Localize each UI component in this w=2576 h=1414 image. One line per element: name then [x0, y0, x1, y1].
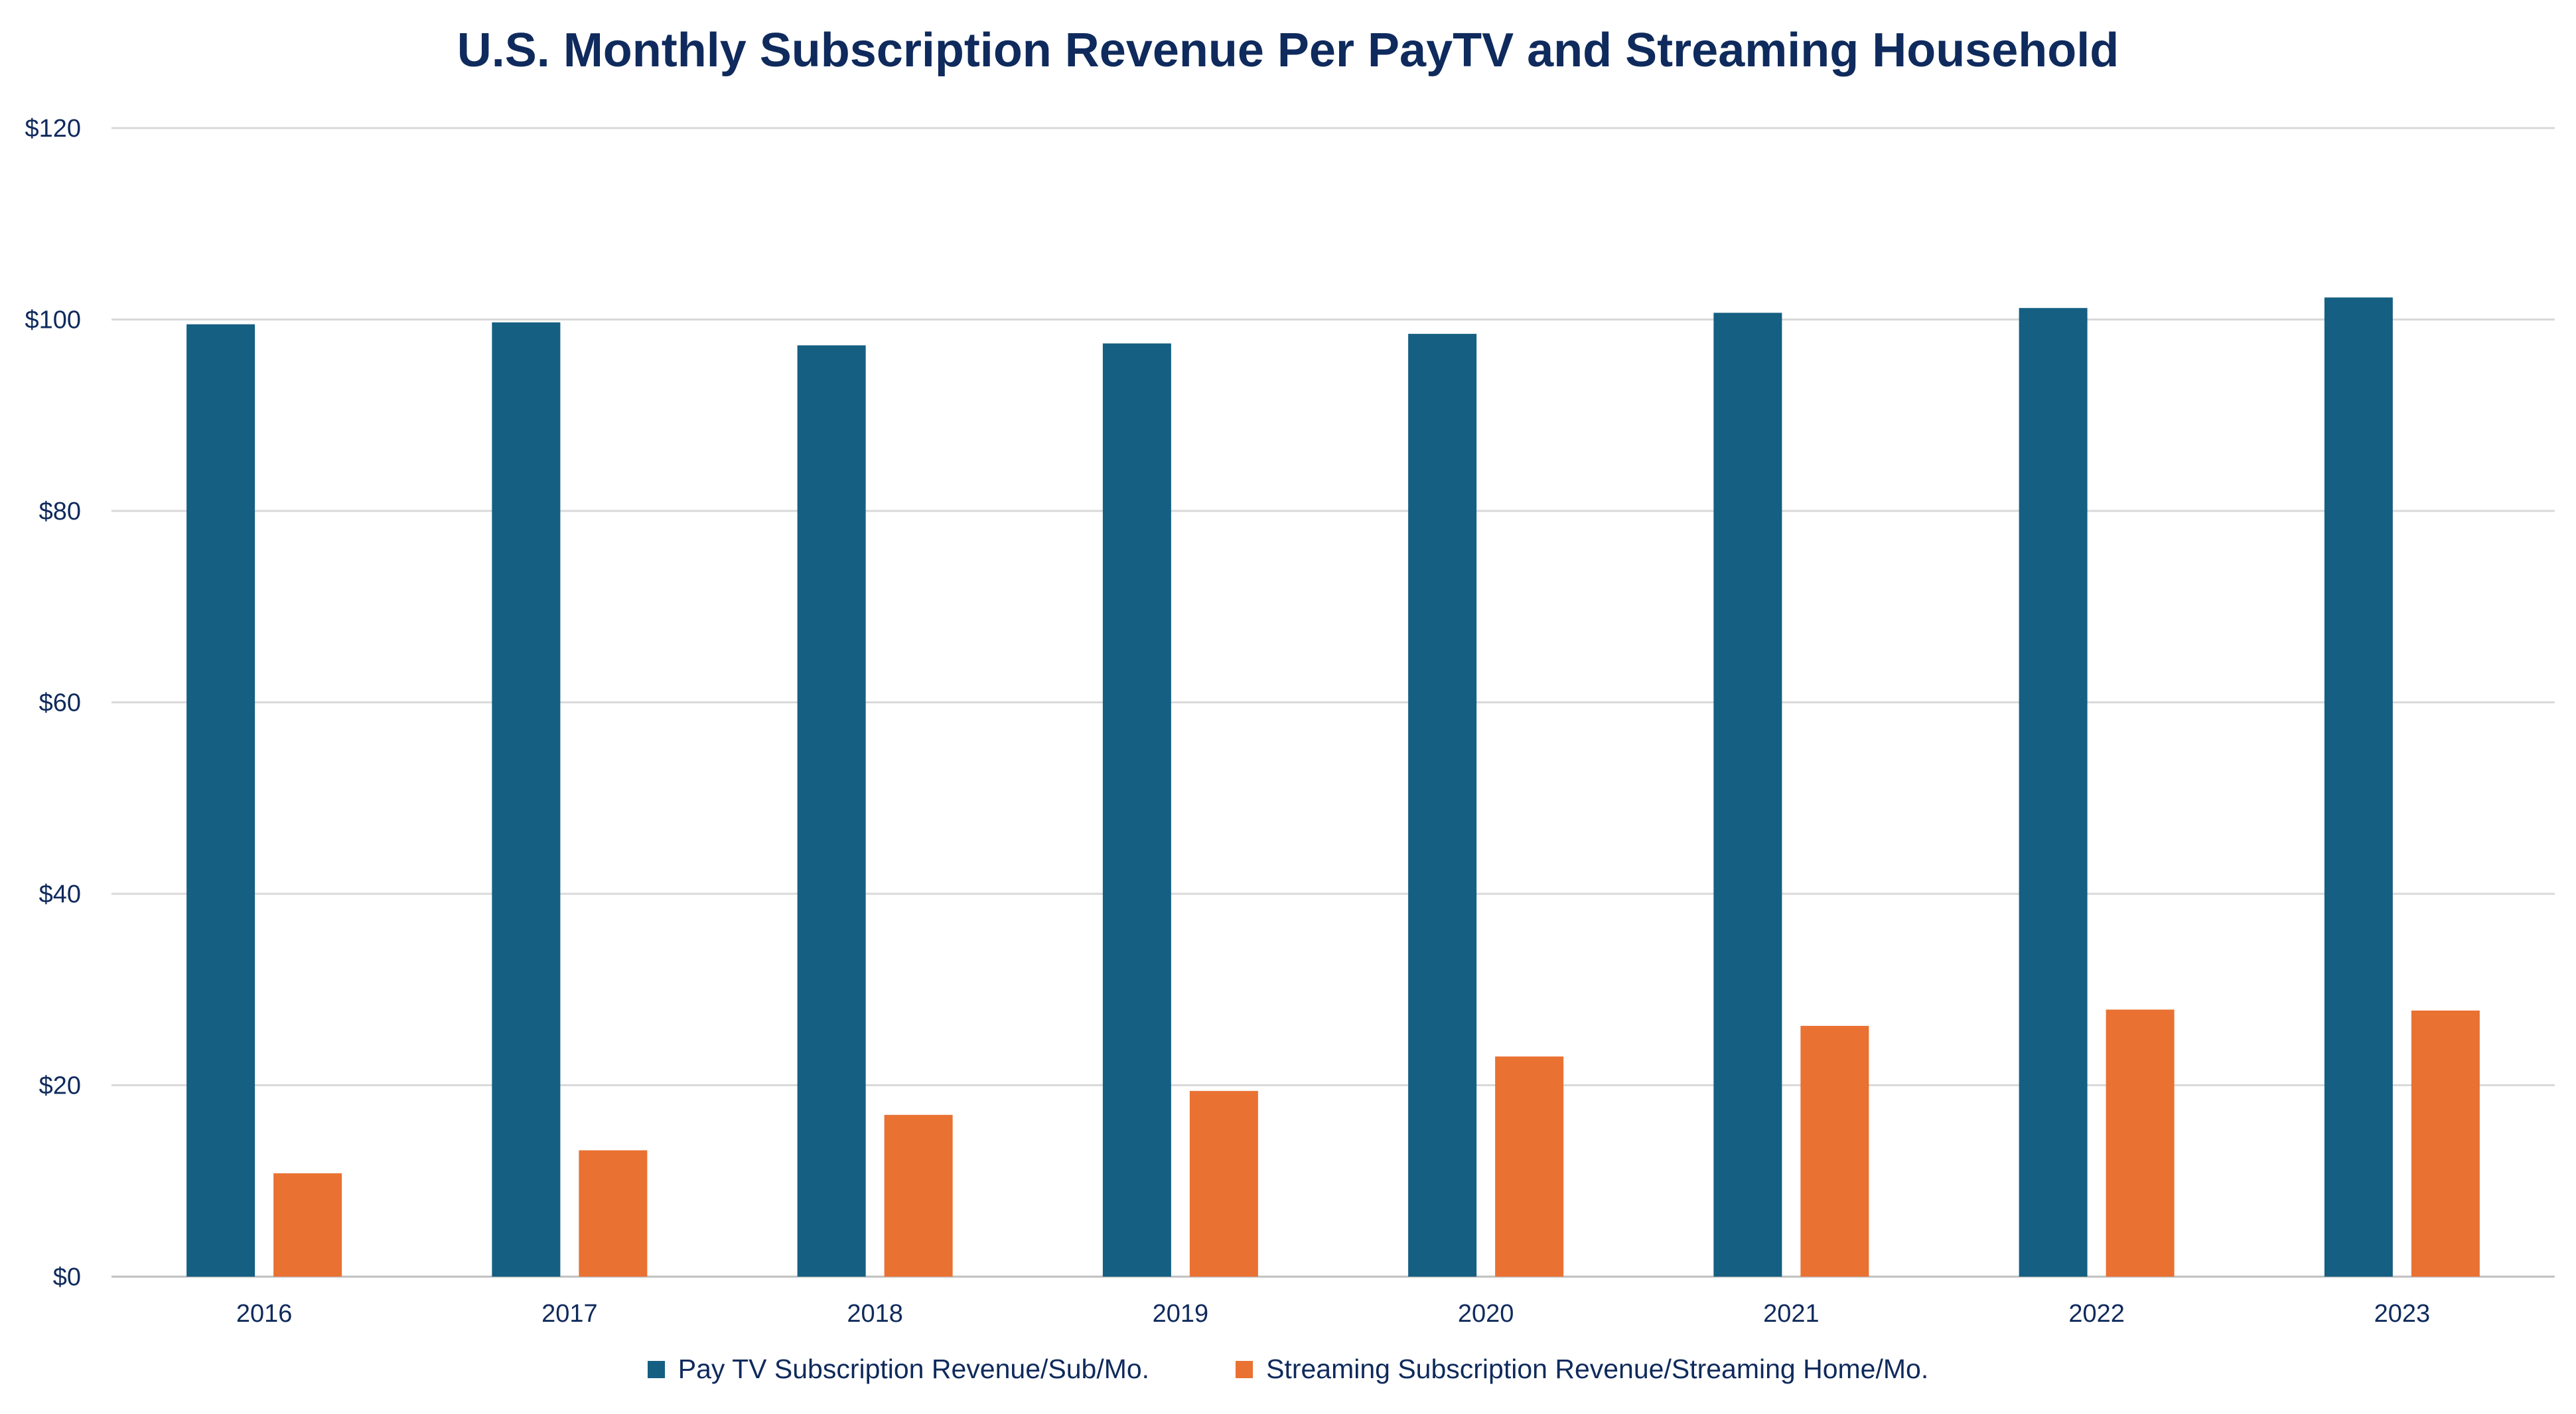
bar-paytv-2017 — [492, 322, 561, 1277]
x-tick-label: 2022 — [2068, 1300, 2125, 1328]
bar-streaming-2019 — [1189, 1091, 1258, 1277]
x-tick-label: 2018 — [847, 1300, 903, 1328]
legend-item-streaming: Streaming Subscription Revenue/Streaming… — [1236, 1354, 1928, 1385]
y-tick-label: $100 — [25, 307, 81, 334]
bar-streaming-2020 — [1495, 1056, 1564, 1277]
bar-streaming-2021 — [1800, 1026, 1869, 1277]
bar-streaming-2018 — [884, 1115, 953, 1277]
x-tick-label: 2016 — [236, 1300, 293, 1328]
bar-streaming-2023 — [2411, 1010, 2480, 1277]
x-tick-label: 2020 — [1458, 1300, 1514, 1328]
bar-paytv-2023 — [2324, 297, 2393, 1277]
bar-streaming-2022 — [2106, 1009, 2175, 1277]
bar-streaming-2017 — [579, 1150, 648, 1277]
x-tick-label: 2021 — [1763, 1300, 1820, 1328]
x-tick-label: 2023 — [2374, 1300, 2431, 1328]
legend-item-paytv: Pay TV Subscription Revenue/Sub/Mo. — [647, 1354, 1150, 1385]
y-tick-label: $40 — [39, 881, 81, 908]
legend-swatch-paytv — [647, 1360, 665, 1378]
y-tick-label: $20 — [39, 1072, 81, 1100]
legend: Pay TV Subscription Revenue/Sub/Mo. Stre… — [0, 1354, 2576, 1385]
chart-title: U.S. Monthly Subscription Revenue Per Pa… — [457, 24, 2119, 77]
bar-paytv-2019 — [1102, 343, 1171, 1277]
bar-paytv-2022 — [2019, 308, 2088, 1277]
x-tick-label: 2017 — [541, 1300, 598, 1328]
x-axis-tick-labels: 2016 2017 2018 2019 2020 2021 2022 2023 — [236, 1300, 2430, 1328]
y-tick-label: $120 — [25, 115, 81, 143]
y-tick-label: $60 — [39, 689, 81, 717]
y-axis-tick-labels: $0 $20 $40 $60 $80 $100 $120 — [25, 115, 81, 1291]
bar-paytv-2021 — [1713, 313, 1782, 1277]
x-tick-label: 2019 — [1153, 1300, 1209, 1328]
bar-paytv-2020 — [1408, 334, 1477, 1277]
bars — [186, 297, 2480, 1277]
y-tick-label: $80 — [39, 498, 81, 526]
bar-paytv-2018 — [797, 345, 866, 1277]
y-tick-label: $0 — [53, 1263, 81, 1291]
bar-streaming-2016 — [273, 1173, 342, 1277]
legend-label-streaming: Streaming Subscription Revenue/Streaming… — [1266, 1354, 1929, 1384]
legend-label-paytv: Pay TV Subscription Revenue/Sub/Mo. — [678, 1354, 1150, 1384]
gridlines — [111, 127, 2555, 1278]
bar-paytv-2016 — [186, 324, 255, 1277]
legend-swatch-streaming — [1236, 1360, 1253, 1378]
